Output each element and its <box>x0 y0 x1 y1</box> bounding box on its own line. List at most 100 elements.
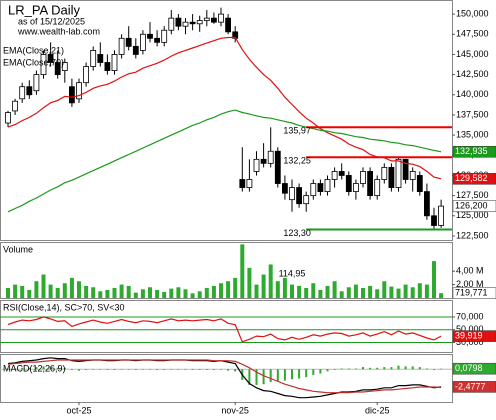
histogram-bar <box>383 367 386 370</box>
candle-body <box>47 54 54 63</box>
candle-body <box>246 179 253 188</box>
histogram-bar <box>262 369 265 385</box>
histogram-bar <box>78 369 80 371</box>
histogram-bar <box>92 369 95 370</box>
price-pane <box>0 0 453 241</box>
candle-body <box>388 166 395 188</box>
histogram-bar <box>248 369 251 385</box>
volume-bar <box>439 293 444 298</box>
candle-body <box>97 54 104 63</box>
histogram-bar <box>28 367 31 370</box>
candle-body <box>161 29 168 43</box>
candle-body <box>331 171 338 180</box>
volume-bar <box>432 261 436 298</box>
histogram-bar <box>397 365 400 370</box>
candle-body <box>289 187 295 201</box>
volume-bar <box>346 287 351 298</box>
candle-body <box>33 74 40 92</box>
histogram-bar <box>276 369 279 382</box>
macd-line <box>7 359 442 394</box>
y-tick-label: 2,00 M <box>456 279 484 289</box>
volume-bar <box>162 291 167 298</box>
histogram-bar <box>198 369 201 370</box>
ema-line <box>7 109 442 213</box>
candle-body <box>431 215 437 226</box>
histogram-bar <box>56 367 59 370</box>
volume-bar <box>219 283 223 298</box>
volume-bar <box>417 283 422 298</box>
candle-body <box>125 37 132 47</box>
histogram-bar <box>141 369 144 370</box>
volume-bar <box>169 288 174 298</box>
volume-bar <box>368 285 373 298</box>
volume-bar <box>119 284 124 298</box>
volume-bar <box>176 287 181 298</box>
annotation: 114,95 <box>279 268 306 278</box>
histogram-bar <box>433 369 435 370</box>
volume-bar <box>148 287 152 298</box>
candle-body <box>267 150 274 164</box>
y-tick-label: 135,000 <box>456 129 489 139</box>
histogram-bar <box>234 369 237 372</box>
macd-line <box>7 357 442 399</box>
histogram-bar <box>177 369 180 370</box>
y-tick-label: 125,000 <box>456 210 489 220</box>
volume-bar <box>13 284 18 298</box>
candle-body <box>239 179 246 188</box>
volume-bar <box>361 287 365 298</box>
volume-bar <box>204 287 209 298</box>
volume-bar <box>268 264 273 298</box>
y-tick-label: 137,500 <box>456 109 489 119</box>
candle-body <box>352 183 359 192</box>
histogram-bar <box>220 369 222 370</box>
last-value-label: 39,919 <box>455 330 483 340</box>
volume-bar <box>226 281 231 298</box>
last-value-label: 126,200 <box>455 200 488 210</box>
histogram-bar <box>113 369 116 370</box>
histogram-bar <box>127 369 130 370</box>
histogram-bar <box>163 369 166 370</box>
candle-body <box>367 171 374 197</box>
candle-body <box>182 21 189 27</box>
y-tick-label: 145,000 <box>456 49 489 59</box>
histogram-bar <box>205 369 208 370</box>
y-tick-label: 70,000 <box>456 311 484 321</box>
last-value-label: -2,4777 <box>455 381 486 391</box>
histogram-bar <box>340 368 343 370</box>
volume-bar <box>332 281 337 298</box>
histogram-bar <box>255 369 258 385</box>
candle-body <box>409 171 416 180</box>
histogram-bar <box>404 366 407 370</box>
candle-body <box>402 158 409 180</box>
histogram-bar <box>305 369 308 378</box>
y-tick-label: 147,500 <box>456 29 489 39</box>
histogram-bar <box>85 369 88 370</box>
last-value-box <box>452 330 496 342</box>
candle-body <box>5 112 11 124</box>
histogram-bar <box>291 369 293 380</box>
last-value-label: 719,771 <box>455 288 488 298</box>
volume-bar <box>197 291 202 298</box>
volume-bar <box>6 287 10 298</box>
candle-body <box>83 66 89 84</box>
x-tick-label: nov-25 <box>221 405 249 415</box>
candle-body <box>296 187 303 205</box>
volume-bar <box>275 281 280 298</box>
volume-bar <box>133 292 138 298</box>
histogram-bar <box>184 369 187 370</box>
candle-body <box>374 179 381 197</box>
histogram-bar <box>156 369 159 370</box>
candle-body <box>324 179 331 192</box>
volume-bar <box>282 277 287 298</box>
volume-bar <box>396 288 401 298</box>
last-value-label: 129,582 <box>455 173 488 183</box>
histogram-bar <box>134 369 137 370</box>
volume-bar <box>382 281 387 298</box>
candle-body <box>40 54 47 76</box>
rsi-line <box>7 316 442 343</box>
histogram-bar <box>418 367 421 370</box>
volume-bar <box>27 289 32 298</box>
macd-pane <box>0 354 453 403</box>
histogram-bar <box>49 366 52 370</box>
